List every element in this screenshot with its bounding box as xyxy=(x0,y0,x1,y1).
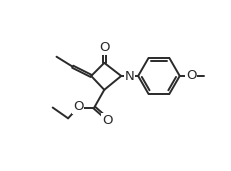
Text: O: O xyxy=(102,114,112,127)
Text: O: O xyxy=(99,41,109,54)
Text: N: N xyxy=(124,70,134,83)
Text: O: O xyxy=(185,69,196,82)
Text: O: O xyxy=(73,100,83,113)
